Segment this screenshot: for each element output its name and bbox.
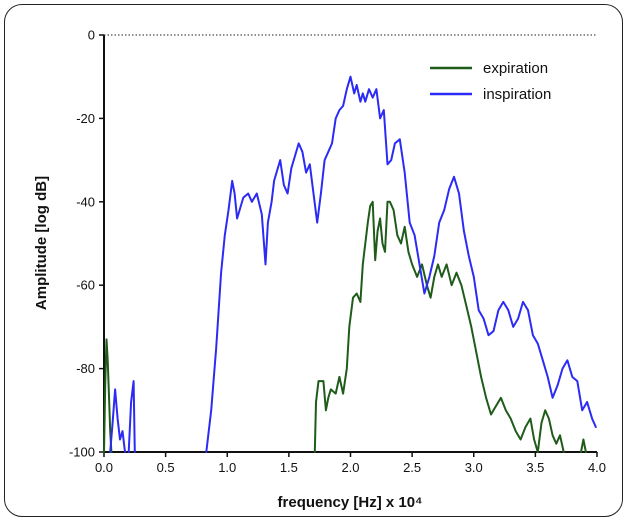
series-line-inspiration xyxy=(127,380,136,453)
x-tick-label: 3.5 xyxy=(526,460,544,475)
x-tick-label: 0.0 xyxy=(95,460,113,475)
x-axis-label: frequency [Hz] x 10⁴ xyxy=(278,494,423,511)
y-tick-label: -100 xyxy=(69,445,95,460)
x-tick-label: 2.0 xyxy=(341,460,359,475)
y-tick-label: -40 xyxy=(76,194,95,209)
legend-label-expiration: expiration xyxy=(483,60,548,77)
series-lines xyxy=(103,75,597,453)
series-line-expiration xyxy=(580,438,587,453)
y-tick-label: -20 xyxy=(76,111,95,126)
y-tick-label: 0 xyxy=(88,28,95,43)
series-line-expiration xyxy=(313,200,565,453)
legend: expiration inspiration xyxy=(430,60,551,103)
legend-label-inspiration: inspiration xyxy=(483,86,551,103)
y-axis-label: Amplitude [log dB] xyxy=(33,176,50,310)
axes: 0.0 0.5 1.0 1.5 2.0 2.5 3.0 3.5 4.0 0 -20 -40 -60 -80… xyxy=(69,28,606,476)
y-tick-label: -60 xyxy=(76,278,95,293)
chart-frame xyxy=(4,4,623,517)
x-tick-label: 1.0 xyxy=(218,460,236,475)
series-line-expiration xyxy=(103,338,113,453)
x-tick-label: 1.5 xyxy=(280,460,298,475)
series-line-inspiration xyxy=(205,75,597,453)
x-tick-label: 0.5 xyxy=(157,460,175,475)
x-tick-label: 2.5 xyxy=(403,460,421,475)
series-line-inspiration xyxy=(109,388,126,453)
x-tick-label: 4.0 xyxy=(588,460,606,475)
x-tick-label: 3.0 xyxy=(465,460,483,475)
y-tick-label: -80 xyxy=(76,361,95,376)
